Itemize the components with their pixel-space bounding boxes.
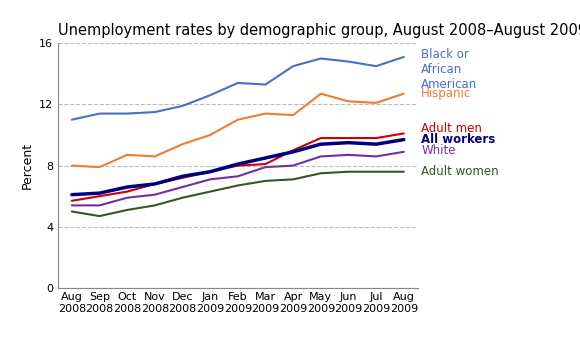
Text: Hispanic: Hispanic <box>421 87 472 100</box>
Text: All workers: All workers <box>421 133 495 146</box>
Y-axis label: Percent: Percent <box>20 142 34 189</box>
Text: Adult men: Adult men <box>421 122 482 135</box>
Text: Adult women: Adult women <box>421 165 499 178</box>
Text: White: White <box>421 144 456 157</box>
Text: Black or
African
American: Black or African American <box>421 48 477 91</box>
Text: Unemployment rates by demographic group, August 2008–August 2009: Unemployment rates by demographic group,… <box>58 23 580 38</box>
